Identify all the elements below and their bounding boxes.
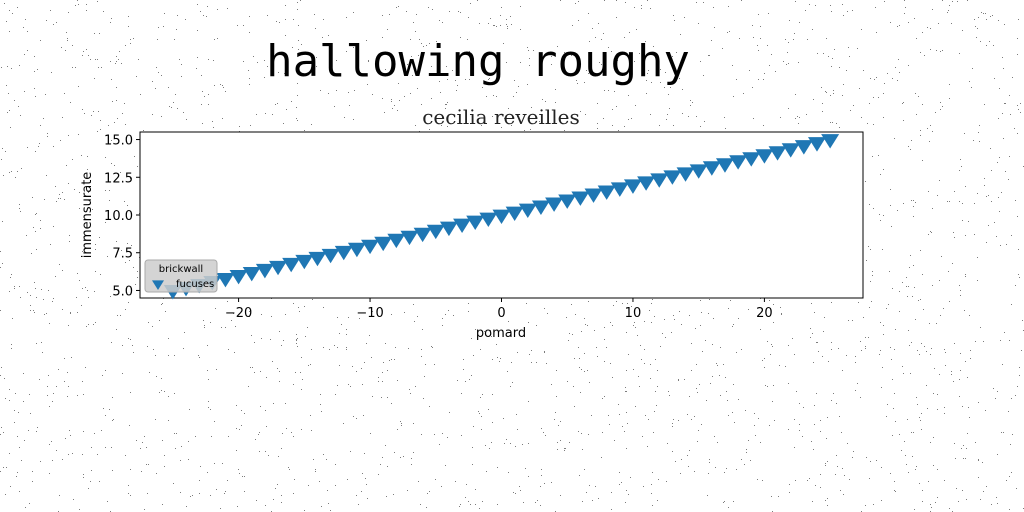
data-point <box>676 167 695 182</box>
data-point <box>715 158 734 173</box>
data-point <box>505 206 524 221</box>
data-point <box>453 218 472 234</box>
data-point <box>650 173 669 188</box>
y-axis-ticks: 5.0 7.5 10.0 12.5 15.0 <box>104 134 140 299</box>
legend-label: fucuses <box>176 279 214 290</box>
data-point <box>755 149 774 164</box>
data-point <box>426 224 445 240</box>
data-point <box>571 191 590 206</box>
data-point <box>229 269 248 285</box>
data-point <box>531 200 550 215</box>
data-point <box>308 251 327 267</box>
y-tick-label: 12.5 <box>104 171 133 186</box>
data-point <box>255 263 274 279</box>
y-tick-label: 5.0 <box>112 284 133 299</box>
figure-suptitle: hallowing roughy <box>266 36 690 87</box>
data-point <box>702 161 721 176</box>
x-axis-ticks: −20 −10 0 10 20 <box>225 298 773 321</box>
data-point <box>269 260 288 276</box>
data-point <box>584 188 603 203</box>
x-tick-label: 10 <box>625 306 642 321</box>
data-point <box>768 146 787 161</box>
data-point <box>374 236 393 252</box>
data-point <box>361 239 380 255</box>
data-point <box>413 227 432 243</box>
data-point <box>807 137 826 152</box>
data-point <box>637 176 656 191</box>
data-point <box>597 185 616 200</box>
data-point <box>558 194 577 209</box>
legend-box <box>144 259 218 293</box>
y-tick-label: 15.0 <box>104 134 133 149</box>
y-tick-label: 10.0 <box>104 209 133 224</box>
x-tick-label: −20 <box>225 306 252 321</box>
data-point <box>295 254 314 270</box>
data-point <box>663 170 682 185</box>
data-point <box>689 164 708 179</box>
data-point <box>821 134 840 149</box>
x-tick-label: 0 <box>497 306 505 321</box>
data-point <box>729 155 748 170</box>
axes-title: cecilia reveilles <box>422 105 580 129</box>
data-point <box>545 197 564 212</box>
x-axis-label: pomard <box>476 326 526 341</box>
data-point <box>466 215 485 231</box>
data-point <box>742 152 761 167</box>
data-point <box>242 266 261 282</box>
data-point <box>439 221 458 237</box>
data-point <box>794 140 813 155</box>
data-point <box>610 182 629 197</box>
data-point <box>781 143 800 158</box>
y-tick-label: 7.5 <box>112 247 133 262</box>
data-point <box>400 230 419 246</box>
data-point <box>347 242 366 258</box>
data-point <box>623 179 642 194</box>
data-point <box>387 233 406 249</box>
data-point <box>518 203 537 218</box>
y-axis-label: immensurate <box>80 172 95 259</box>
data-point <box>492 209 511 224</box>
data-point <box>321 248 340 264</box>
x-tick-label: 20 <box>756 306 773 321</box>
legend-marker-triangle-down-icon <box>152 280 164 290</box>
legend: brickwall fucuses <box>144 259 218 293</box>
x-tick-label: −10 <box>356 306 383 321</box>
data-point <box>282 257 301 273</box>
data-point <box>479 212 498 228</box>
data-point <box>334 245 353 261</box>
data-point <box>216 272 235 288</box>
legend-title: brickwall <box>159 264 203 275</box>
